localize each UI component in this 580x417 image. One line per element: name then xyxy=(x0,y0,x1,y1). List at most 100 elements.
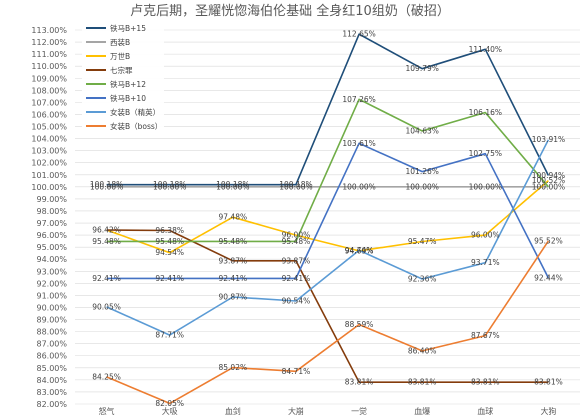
y-tick-label: 112.00% xyxy=(31,38,67,47)
data-label: 83.81% xyxy=(471,378,500,387)
legend-entry: 女装B（精英） xyxy=(110,107,160,117)
data-label: 88.59% xyxy=(345,320,374,329)
y-tick-label: 90.00% xyxy=(36,303,67,312)
data-label: 83.81% xyxy=(345,378,374,387)
data-label: 100.00% xyxy=(90,182,123,191)
y-tick-label: 101.00% xyxy=(31,171,67,180)
series-line xyxy=(106,139,550,336)
series-line xyxy=(106,240,550,405)
data-label: 93.87% xyxy=(282,256,311,265)
data-label: 107.26% xyxy=(342,95,375,104)
data-label: 82.05% xyxy=(155,399,184,408)
data-label: 100.00% xyxy=(406,182,439,191)
data-label: 92.41% xyxy=(219,274,248,283)
data-label: 96.42% xyxy=(92,226,121,235)
data-label: 95.52% xyxy=(534,236,563,245)
data-label: 106.16% xyxy=(469,108,502,117)
series-lines xyxy=(106,33,550,405)
y-axis-ticks: 82.00% 83.00% 84.00% 85.00% 86.00% 87.00% 88.0… xyxy=(31,26,67,409)
y-tick-label: 108.00% xyxy=(31,86,67,95)
legend-entry: 七宗罪 xyxy=(110,65,133,75)
y-tick-label: 94.00% xyxy=(36,255,67,264)
gridlines xyxy=(75,29,580,405)
data-label: 100.94% xyxy=(532,171,565,180)
data-label: 86.40% xyxy=(408,346,437,355)
x-tick-label: 血剑 xyxy=(225,406,241,416)
legend-entry: 铁马B+15 xyxy=(110,23,146,33)
legend-entry: 铁马B+10 xyxy=(110,93,146,103)
data-label: 101.26% xyxy=(406,167,439,176)
y-tick-label: 84.00% xyxy=(36,376,67,385)
y-tick-label: 87.00% xyxy=(36,340,67,349)
data-label: 109.79% xyxy=(406,64,439,73)
data-label: 94.74% xyxy=(345,246,374,255)
data-label: 93.71% xyxy=(471,258,500,267)
data-label: 87.71% xyxy=(155,331,184,340)
chart-title: 卢克后期，圣耀恍惚海伯伦基础 全身红10组奶（破招） xyxy=(130,3,450,19)
data-label: 85.02% xyxy=(219,363,248,372)
data-label: 111.40% xyxy=(469,45,502,54)
data-label: 102.75% xyxy=(469,149,502,158)
data-label: 95.48% xyxy=(155,237,184,246)
data-label: 92.41% xyxy=(282,274,311,283)
data-label: 95.47% xyxy=(408,237,437,246)
legend-box xyxy=(82,22,164,134)
data-label: 92.41% xyxy=(92,274,121,283)
data-label: 92.41% xyxy=(155,274,184,283)
data-label: 97.48% xyxy=(219,213,248,222)
legend-entry: 西装B xyxy=(110,37,130,47)
data-label: 84.25% xyxy=(92,372,121,381)
data-label: 103.61% xyxy=(342,139,375,148)
data-label: 95.48% xyxy=(219,237,248,246)
y-tick-label: 92.00% xyxy=(36,279,67,288)
x-axis-ticks: 怒气 大吸 血剑 大崩 一觉 血爆 血球 大狗 xyxy=(99,406,557,416)
data-label: 94.69% xyxy=(345,246,374,255)
data-label: 96.00% xyxy=(282,231,311,240)
x-tick-label: 血球 xyxy=(477,406,493,416)
data-label: 100.52% xyxy=(532,176,565,185)
data-label: 93.87% xyxy=(219,256,248,265)
y-tick-label: 99.00% xyxy=(36,195,67,204)
x-tick-label: 大吸 xyxy=(162,406,178,416)
y-tick-label: 98.00% xyxy=(36,207,67,216)
y-tick-label: 82.00% xyxy=(36,400,67,409)
x-tick-label: 血爆 xyxy=(414,406,430,416)
data-label: 92.44% xyxy=(534,274,563,283)
y-tick-label: 89.00% xyxy=(36,316,67,325)
data-label: 100.18% xyxy=(279,180,312,189)
data-label: 100.00% xyxy=(342,182,375,191)
data-label: 100.00% xyxy=(469,182,502,191)
data-label: 96.00% xyxy=(471,231,500,240)
data-label: 95.48% xyxy=(92,237,121,246)
y-tick-label: 107.00% xyxy=(31,98,67,107)
y-tick-label: 95.00% xyxy=(36,243,67,252)
data-label: 100.00% xyxy=(216,182,249,191)
y-tick-label: 97.00% xyxy=(36,219,67,228)
data-label: 95.48% xyxy=(282,237,311,246)
data-label: 90.05% xyxy=(92,302,121,311)
y-tick-label: 102.00% xyxy=(31,159,67,168)
y-tick-label: 109.00% xyxy=(31,74,67,83)
data-label: 100.18% xyxy=(90,180,123,189)
data-label: 84.71% xyxy=(282,367,311,376)
data-label: 112.65% xyxy=(342,30,375,39)
data-label: 104.63% xyxy=(406,126,439,135)
data-label: 87.67% xyxy=(471,331,500,340)
series-line xyxy=(106,229,549,384)
y-tick-label: 106.00% xyxy=(31,110,67,119)
y-tick-label: 88.00% xyxy=(36,328,67,337)
y-tick-label: 100.00% xyxy=(31,183,67,192)
data-label: 100.00% xyxy=(279,182,312,191)
y-tick-label: 86.00% xyxy=(36,352,67,361)
x-tick-label: 大狗 xyxy=(540,406,556,416)
data-label: 90.87% xyxy=(219,292,248,301)
y-tick-label: 91.00% xyxy=(36,291,67,300)
data-label: 103.91% xyxy=(532,135,565,144)
data-label: 100.18% xyxy=(216,180,249,189)
y-tick-label: 85.00% xyxy=(36,364,67,373)
data-label: 100.00% xyxy=(153,182,186,191)
x-tick-label: 一觉 xyxy=(351,406,367,416)
y-tick-label: 105.00% xyxy=(31,123,67,132)
